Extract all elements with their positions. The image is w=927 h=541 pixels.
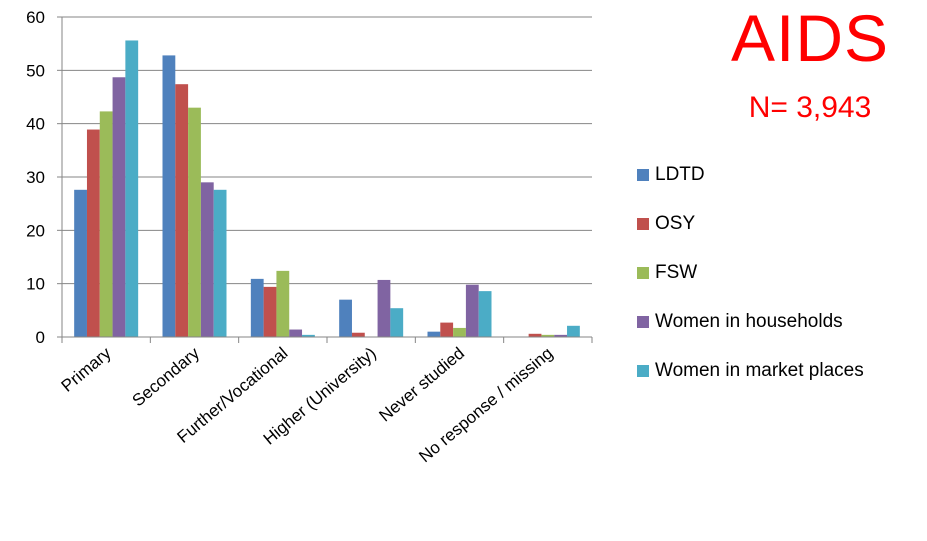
y-tick-label: 0 bbox=[36, 328, 45, 347]
legend-swatch bbox=[637, 218, 649, 230]
y-tick-label: 30 bbox=[26, 168, 45, 187]
bar-osy-4 bbox=[440, 322, 454, 337]
bar-women-in-market-places-4 bbox=[478, 291, 492, 337]
legend-swatch bbox=[637, 365, 649, 377]
bar-women-in-households-5 bbox=[554, 334, 568, 337]
y-tick-label: 20 bbox=[26, 221, 45, 240]
bar-osy-3 bbox=[351, 332, 365, 337]
bar-osy-5 bbox=[528, 333, 542, 337]
y-tick-label: 10 bbox=[26, 275, 45, 294]
bar-women-in-households-1 bbox=[200, 182, 214, 337]
bar-ldtd-0 bbox=[74, 189, 87, 337]
legend-label: FSW bbox=[655, 262, 698, 283]
legend: LDTD OSY FSW Women in households Women in ma… bbox=[637, 163, 864, 408]
legend-label: LDTD bbox=[655, 164, 705, 185]
bar-ldtd-3 bbox=[339, 299, 352, 337]
y-tick-label: 40 bbox=[26, 115, 45, 134]
bar-fsw-1 bbox=[188, 107, 201, 338]
x-category-label: Primary bbox=[58, 343, 115, 396]
bar-osy-0 bbox=[86, 129, 100, 337]
x-category-label: Never studied bbox=[376, 344, 469, 426]
legend-label: OSY bbox=[655, 213, 696, 234]
bar-fsw-5 bbox=[541, 334, 555, 337]
bar-women-in-households-4 bbox=[465, 284, 479, 337]
legend-label: Women in households bbox=[655, 311, 843, 332]
bar-osy-1 bbox=[175, 84, 189, 337]
bar-women-in-market-places-1 bbox=[213, 189, 227, 337]
y-tick-label: 50 bbox=[26, 61, 45, 80]
bar-women-in-households-0 bbox=[112, 77, 126, 338]
y-tick-labels: 0 10 20 30 40 50 60 bbox=[26, 8, 45, 347]
legend-swatch bbox=[637, 316, 649, 328]
bar-ldtd-2 bbox=[250, 278, 264, 337]
bar-fsw-4 bbox=[453, 327, 466, 337]
bar-women-in-households-3 bbox=[377, 279, 391, 337]
chart-title: AIDS bbox=[730, 1, 890, 75]
x-category-label: Secondary bbox=[129, 343, 204, 410]
legend-swatch bbox=[637, 169, 649, 181]
x-tick-labels: Primary SecondaryFurther/VocationalHigher… bbox=[58, 343, 557, 466]
bar-women-in-market-places-2 bbox=[302, 334, 315, 337]
bar-ldtd-1 bbox=[162, 55, 176, 338]
legend-label: Women in market places bbox=[655, 360, 864, 381]
bar-women-in-market-places-0 bbox=[125, 40, 139, 337]
axes bbox=[57, 16, 593, 343]
bar-women-in-households-2 bbox=[289, 329, 303, 337]
legend-item: LDTD bbox=[637, 163, 864, 187]
legend-item: OSY bbox=[637, 212, 864, 236]
bar-fsw-2 bbox=[276, 270, 290, 337]
bars bbox=[74, 40, 580, 338]
gridlines bbox=[62, 16, 592, 285]
chart-subtitle: N= 3,943 bbox=[748, 91, 872, 124]
legend-item: Women in market places bbox=[637, 359, 864, 383]
bar-osy-2 bbox=[263, 286, 277, 337]
legend-swatch bbox=[637, 267, 649, 279]
bar-fsw-0 bbox=[99, 111, 113, 338]
legend-item: FSW bbox=[637, 261, 864, 285]
legend-item: Women in households bbox=[637, 310, 864, 334]
bar-women-in-market-places-5 bbox=[567, 325, 580, 337]
bar-ldtd-4 bbox=[427, 331, 441, 337]
bar-women-in-market-places-3 bbox=[390, 308, 404, 337]
y-tick-label: 60 bbox=[26, 8, 45, 27]
